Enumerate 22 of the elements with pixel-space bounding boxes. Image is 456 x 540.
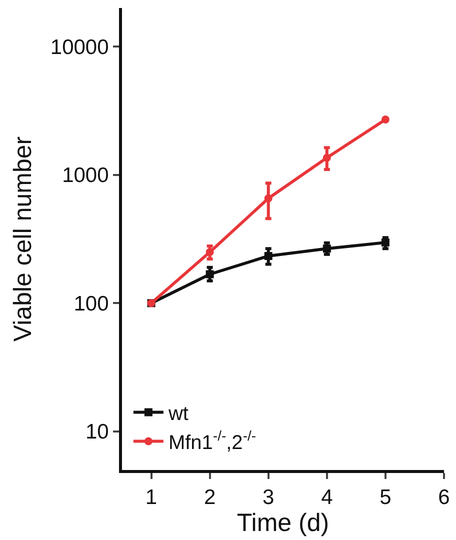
point bbox=[381, 238, 390, 246]
point bbox=[322, 244, 331, 253]
y-tick-label: 10 bbox=[85, 420, 109, 444]
point bbox=[264, 252, 272, 260]
legend-label: wt bbox=[167, 403, 189, 426]
point bbox=[206, 248, 214, 256]
point bbox=[381, 116, 390, 124]
legend-label: Mfn1$^{-/-}$,2$^{-/-}$ bbox=[168, 428, 256, 454]
x-tick-label: 4 bbox=[321, 486, 334, 510]
x-axis-title: Time (d) bbox=[236, 509, 330, 538]
y-tick-label: 100 bbox=[74, 292, 109, 316]
x-tick-label: 5 bbox=[380, 486, 392, 510]
y-tick-label: 1000 bbox=[62, 164, 109, 188]
x-tick-label: 3 bbox=[262, 486, 274, 510]
y-axis-title: Viable cell number bbox=[9, 136, 38, 342]
x-tick-label: 2 bbox=[204, 486, 216, 510]
y-tick-label: 10000 bbox=[50, 36, 109, 59]
point bbox=[264, 194, 272, 202]
x-tick-label: 6 bbox=[438, 486, 450, 510]
point bbox=[206, 270, 214, 278]
x-tick-label: 1 bbox=[145, 486, 158, 510]
point bbox=[322, 154, 331, 162]
